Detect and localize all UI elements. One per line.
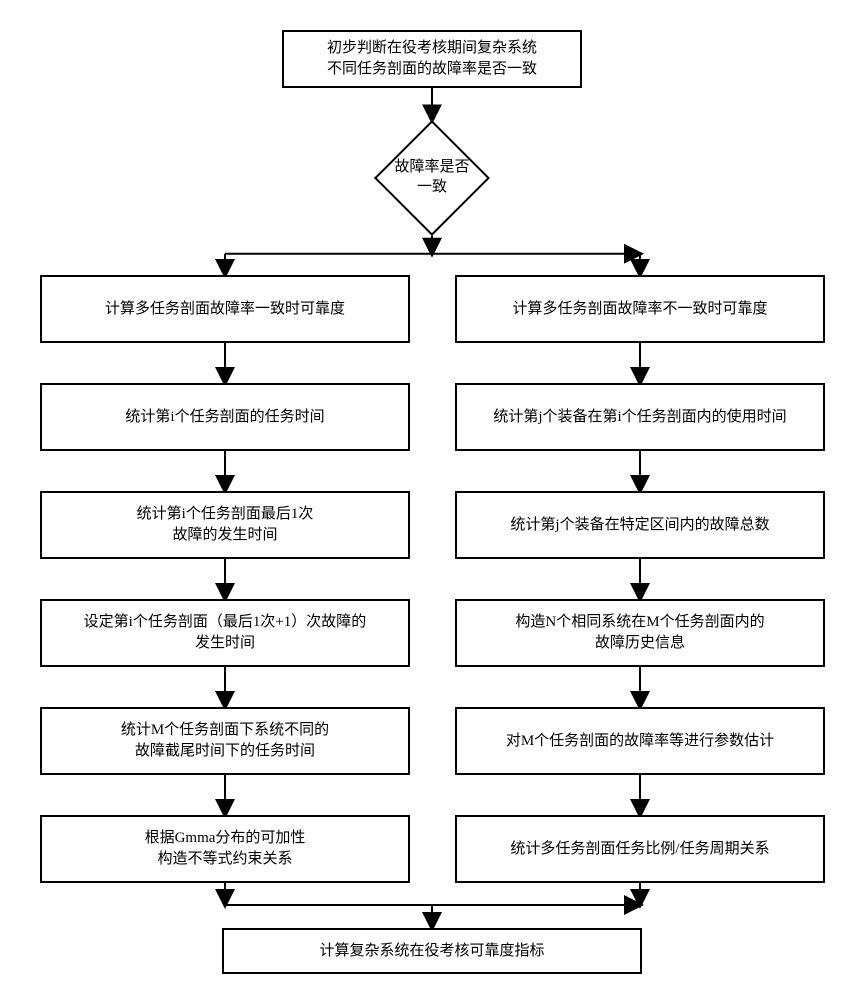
- node-top-text: 初步判断在役考核期间复杂系统不同任务剖面的故障率是否一致: [327, 38, 537, 80]
- node-right-2-text: 统计第j个装备在第i个任务剖面内的使用时间: [493, 407, 786, 428]
- node-right-1-text: 计算多任务剖面故障率不一致时可靠度: [512, 299, 767, 320]
- node-bottom-text: 计算复杂系统在役考核可靠度指标: [319, 941, 544, 962]
- node-left-5: 统计M个任务剖面下系统不同的故障截尾时间下的任务时间: [40, 707, 410, 775]
- node-left-1-text: 计算多任务剖面故障率一致时可靠度: [105, 299, 345, 320]
- node-right-5: 对M个任务剖面的故障率等进行参数估计: [455, 707, 825, 775]
- node-right-4: 构造N个相同系统在M个任务剖面内的故障历史信息: [455, 599, 825, 667]
- node-left-6: 根据Gmma分布的可加性构造不等式约束关系: [40, 815, 410, 883]
- node-bottom: 计算复杂系统在役考核可靠度指标: [222, 928, 642, 974]
- node-right-4-text: 构造N个相同系统在M个任务剖面内的故障历史信息: [515, 612, 764, 654]
- node-right-2: 统计第j个装备在第i个任务剖面内的使用时间: [455, 383, 825, 451]
- node-right-3: 统计第j个装备在特定区间内的故障总数: [455, 491, 825, 559]
- node-right-5-text: 对M个任务剖面的故障率等进行参数估计: [506, 731, 774, 752]
- node-left-4-text: 设定第i个任务剖面（最后1次+1）次故障的发生时间: [84, 612, 367, 654]
- node-right-1: 计算多任务剖面故障率不一致时可靠度: [455, 275, 825, 343]
- node-left-3: 统计第i个任务剖面最后1次故障的发生时间: [40, 491, 410, 559]
- node-top: 初步判断在役考核期间复杂系统不同任务剖面的故障率是否一致: [282, 30, 582, 88]
- node-left-4: 设定第i个任务剖面（最后1次+1）次故障的发生时间: [40, 599, 410, 667]
- node-left-6-text: 根据Gmma分布的可加性构造不等式约束关系: [145, 828, 306, 870]
- node-left-2-text: 统计第i个任务剖面的任务时间: [125, 407, 324, 428]
- node-left-2: 统计第i个任务剖面的任务时间: [40, 383, 410, 451]
- node-right-6: 统计多任务剖面任务比例/任务周期关系: [455, 815, 825, 883]
- node-right-6-text: 统计多任务剖面任务比例/任务周期关系: [510, 839, 769, 860]
- node-left-3-text: 统计第i个任务剖面最后1次故障的发生时间: [137, 504, 314, 546]
- node-left-5-text: 统计M个任务剖面下系统不同的故障截尾时间下的任务时间: [121, 720, 329, 762]
- node-decision-diamond: [374, 120, 490, 236]
- node-right-3-text: 统计第j个装备在特定区间内的故障总数: [510, 515, 769, 536]
- node-left-1: 计算多任务剖面故障率一致时可靠度: [40, 275, 410, 343]
